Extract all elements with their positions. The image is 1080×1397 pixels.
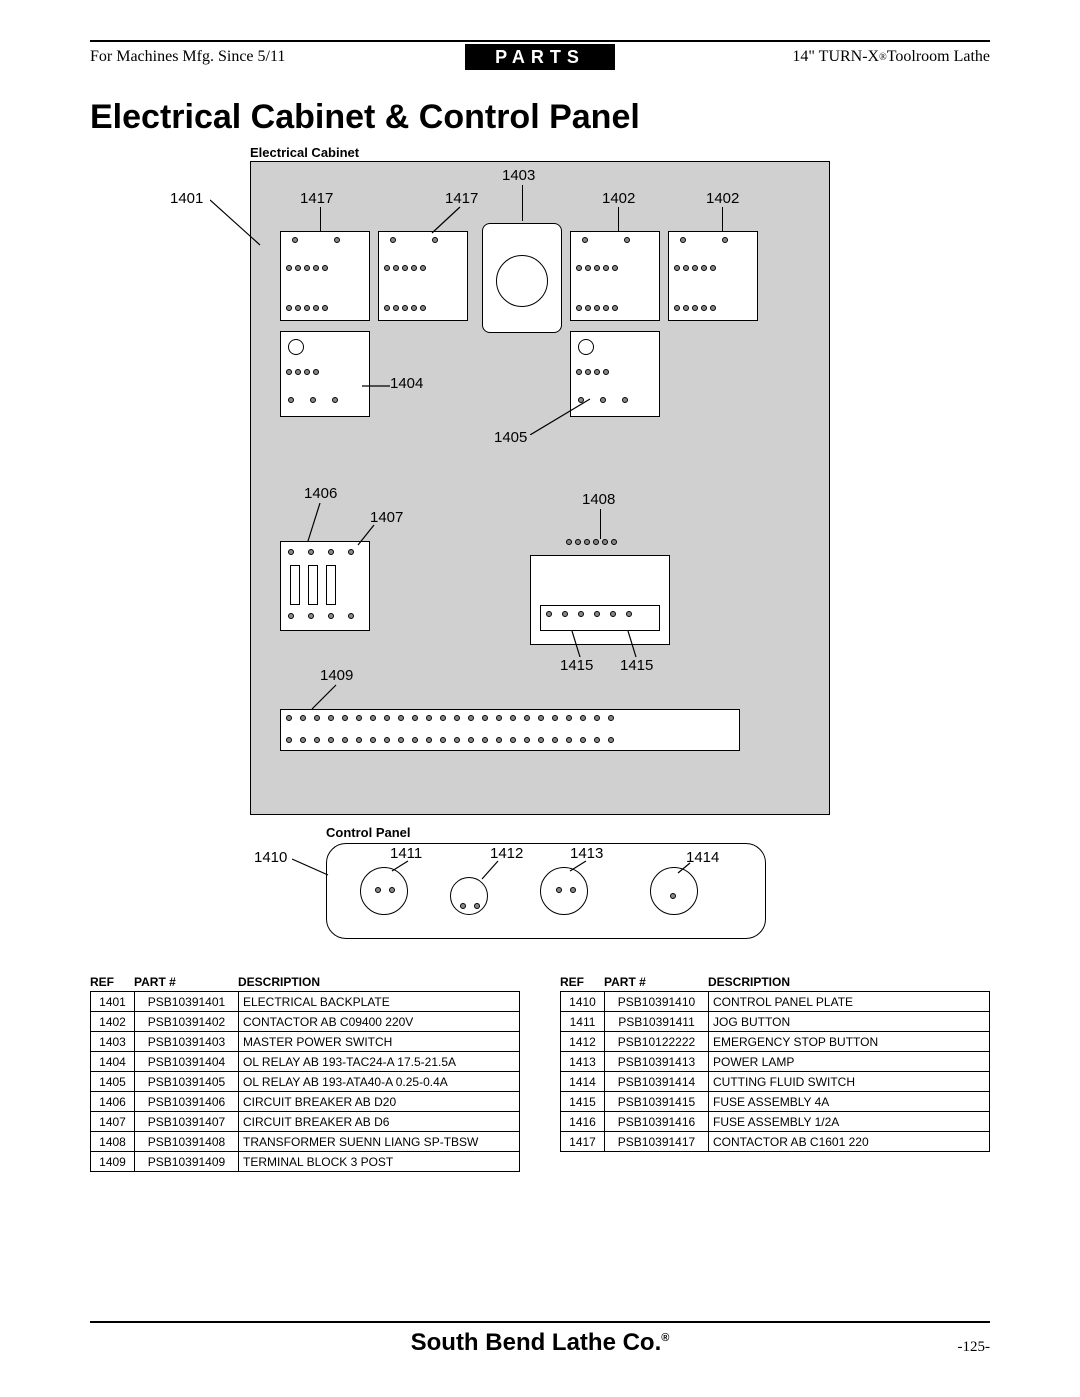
footer-company: South Bend Lathe Co.® <box>90 1329 990 1357</box>
label-1410: 1410 <box>254 849 287 866</box>
label-1414: 1414 <box>686 849 719 866</box>
page-number: -125- <box>958 1339 991 1356</box>
label-1401: 1401 <box>170 190 203 207</box>
table-row: 1412PSB10122222EMERGENCY STOP BUTTON <box>561 1032 990 1052</box>
control-panel-title: Control Panel <box>326 825 411 840</box>
table-row: 1411PSB10391411JOG BUTTON <box>561 1012 990 1032</box>
page-header: For Machines Mfg. Since 5/11 PARTS 14" T… <box>90 44 990 70</box>
control-panel-diagram: Control Panel 1410 1411 1412 1413 1414 <box>250 825 830 965</box>
label-1412: 1412 <box>490 845 523 862</box>
label-1415b: 1415 <box>620 657 653 674</box>
table-row: 1401PSB10391401ELECTRICAL BACKPLATE <box>91 992 520 1012</box>
header-right: 14" TURN-X® Toolroom Lathe <box>615 44 990 70</box>
label-1406: 1406 <box>304 485 337 502</box>
table-row: 1417PSB10391417CONTACTOR AB C1601 220 <box>561 1132 990 1152</box>
table-row: 1413PSB10391413POWER LAMP <box>561 1052 990 1072</box>
label-1402a: 1402 <box>602 190 635 207</box>
table-row: 1404PSB10391404OL RELAY AB 193-TAC24-A 1… <box>91 1052 520 1072</box>
parts-tables: REF PART # DESCRIPTION 1401PSB10391401EL… <box>90 975 990 1172</box>
parts-table-right: REF PART # DESCRIPTION 1410PSB10391410CO… <box>560 975 990 1172</box>
header-left: For Machines Mfg. Since 5/11 <box>90 44 465 70</box>
label-1403: 1403 <box>502 167 535 184</box>
label-1408: 1408 <box>582 491 615 508</box>
label-1402b: 1402 <box>706 190 739 207</box>
table-row: 1416PSB10391416FUSE ASSEMBLY 1/2A <box>561 1112 990 1132</box>
page-title: Electrical Cabinet & Control Panel <box>90 98 990 137</box>
cabinet-title: Electrical Cabinet <box>250 145 359 160</box>
table-row: 1402PSB10391402CONTACTOR AB C09400 220V <box>91 1012 520 1032</box>
label-1407: 1407 <box>370 509 403 526</box>
electrical-cabinet-diagram: Electrical Cabinet <box>250 145 830 815</box>
right-table: 1410PSB10391410CONTROL PANEL PLATE1411PS… <box>560 991 990 1152</box>
table-row: 1410PSB10391410CONTROL PANEL PLATE <box>561 992 990 1012</box>
table-row: 1403PSB10391403MASTER POWER SWITCH <box>91 1032 520 1052</box>
parts-table-left: REF PART # DESCRIPTION 1401PSB10391401EL… <box>90 975 520 1172</box>
label-1417b: 1417 <box>445 190 478 207</box>
header-center: PARTS <box>465 44 615 70</box>
table-row: 1408PSB10391408TRANSFORMER SUENN LIANG S… <box>91 1132 520 1152</box>
table-row: 1405PSB10391405OL RELAY AB 193-ATA40-A 0… <box>91 1072 520 1092</box>
table-row: 1406PSB10391406CIRCUIT BREAKER AB D20 <box>91 1092 520 1112</box>
label-1413: 1413 <box>570 845 603 862</box>
table-row: 1409PSB10391409TERMINAL BLOCK 3 POST <box>91 1152 520 1172</box>
table-row: 1415PSB10391415FUSE ASSEMBLY 4A <box>561 1092 990 1112</box>
label-1411: 1411 <box>390 845 422 862</box>
table-row: 1414PSB10391414CUTTING FLUID SWITCH <box>561 1072 990 1092</box>
label-1404: 1404 <box>390 375 423 392</box>
label-1405: 1405 <box>494 429 527 446</box>
label-1415a: 1415 <box>560 657 593 674</box>
left-table: 1401PSB10391401ELECTRICAL BACKPLATE1402P… <box>90 991 520 1172</box>
page-footer: South Bend Lathe Co.® -125- <box>90 1321 990 1357</box>
label-1409: 1409 <box>320 667 353 684</box>
label-1417a: 1417 <box>300 190 333 207</box>
table-row: 1407PSB10391407CIRCUIT BREAKER AB D6 <box>91 1112 520 1132</box>
